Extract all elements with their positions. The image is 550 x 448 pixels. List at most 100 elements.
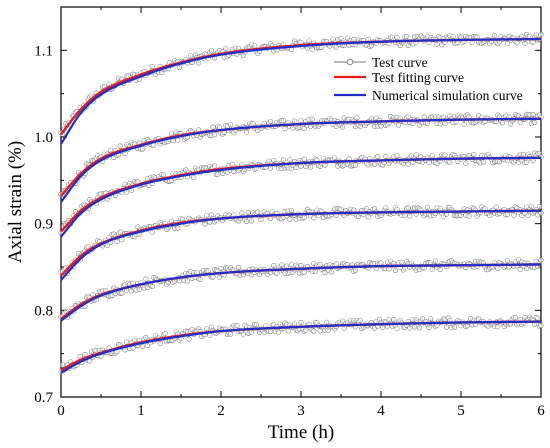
test-point	[212, 163, 218, 169]
test-point	[228, 331, 234, 337]
y-tick-label: 0.7	[34, 390, 53, 406]
test-point	[437, 121, 443, 127]
test-point	[280, 157, 286, 163]
test-point	[140, 343, 146, 349]
test-point	[176, 64, 182, 71]
test-point	[524, 159, 530, 165]
test-point	[532, 119, 538, 126]
test-point	[202, 221, 208, 227]
test-point	[429, 153, 435, 159]
test-point	[402, 212, 408, 218]
test-point	[480, 159, 486, 165]
test-point	[292, 118, 298, 124]
test-point	[208, 48, 214, 54]
test-point	[82, 351, 88, 358]
test-point	[280, 118, 286, 124]
numerical-simulation-line	[60, 156, 541, 238]
test-point	[530, 39, 536, 45]
test-point	[117, 143, 123, 149]
test-point	[268, 165, 274, 171]
fitted-lines	[60, 37, 541, 374]
test-point	[328, 269, 334, 275]
test-point	[196, 60, 202, 66]
numerical-simulation-line	[60, 117, 541, 203]
test-point	[530, 111, 536, 118]
test-point	[512, 315, 518, 321]
test-point	[204, 213, 210, 219]
test-point	[522, 41, 528, 47]
test-point	[338, 206, 344, 212]
legend-label-numerical-curve: Numerical simulation curve	[372, 88, 523, 103]
test-point	[140, 146, 146, 152]
test-point	[301, 214, 307, 220]
test-point	[495, 324, 501, 330]
test-point	[452, 324, 458, 330]
test-point	[292, 321, 298, 327]
test-point	[413, 152, 419, 158]
test-point	[301, 156, 307, 162]
test-point	[117, 229, 123, 235]
test-point	[228, 122, 234, 128]
numerical-simulation-line	[60, 320, 541, 374]
test-point	[437, 266, 443, 273]
test-point	[279, 262, 285, 268]
test-point	[306, 38, 312, 44]
test-point	[218, 265, 224, 271]
test-point	[511, 212, 517, 218]
test-point	[354, 115, 360, 121]
test-point	[157, 340, 163, 346]
test-point	[471, 151, 477, 157]
test-fitting-line	[60, 156, 541, 233]
test-point	[186, 336, 192, 342]
test-point	[136, 286, 142, 292]
test-point	[380, 324, 386, 331]
test-point	[487, 213, 493, 219]
test-point	[311, 328, 317, 334]
test-point	[288, 207, 294, 213]
test-point	[426, 324, 432, 330]
test-point	[268, 118, 274, 124]
x-tick-label: 2	[217, 403, 225, 419]
test-point	[392, 267, 398, 273]
test-point	[466, 213, 472, 219]
test-point	[252, 43, 258, 49]
test-point	[319, 44, 325, 50]
test-point	[365, 214, 371, 220]
test-point	[528, 203, 534, 209]
test-point	[352, 267, 358, 273]
test-point	[298, 319, 304, 326]
y-tick-label: 1.0	[34, 130, 53, 146]
test-point	[210, 274, 216, 280]
test-point	[311, 215, 317, 221]
axis-ticks: 0 1 2 3 4 5 6 0.7 0.8 0.9 1.0 1.1	[34, 7, 545, 419]
test-point	[236, 264, 242, 271]
test-point	[207, 332, 213, 338]
test-point	[432, 258, 438, 264]
test-point	[284, 263, 290, 269]
test-point	[536, 204, 542, 210]
test-point	[493, 204, 499, 210]
test-point	[245, 209, 251, 216]
test-point	[437, 206, 443, 212]
y-axis-title: Axial strain (%)	[5, 141, 26, 263]
test-point	[517, 266, 523, 272]
test-point	[276, 329, 282, 335]
x-tick-label: 4	[377, 403, 385, 419]
test-point	[132, 337, 138, 343]
test-point	[416, 325, 422, 331]
test-point	[357, 317, 363, 323]
test-point	[309, 46, 315, 52]
x-tick-label: 1	[137, 403, 145, 419]
test-point	[394, 34, 400, 41]
test-point	[442, 152, 448, 158]
test-point	[308, 164, 314, 170]
test-point	[492, 33, 498, 39]
x-tick-label: 5	[457, 403, 465, 419]
test-point	[352, 162, 358, 168]
test-point	[256, 271, 262, 278]
test-point	[444, 324, 450, 330]
y-tick-label: 1.1	[34, 43, 53, 59]
test-point	[405, 161, 411, 167]
test-point	[324, 319, 330, 325]
